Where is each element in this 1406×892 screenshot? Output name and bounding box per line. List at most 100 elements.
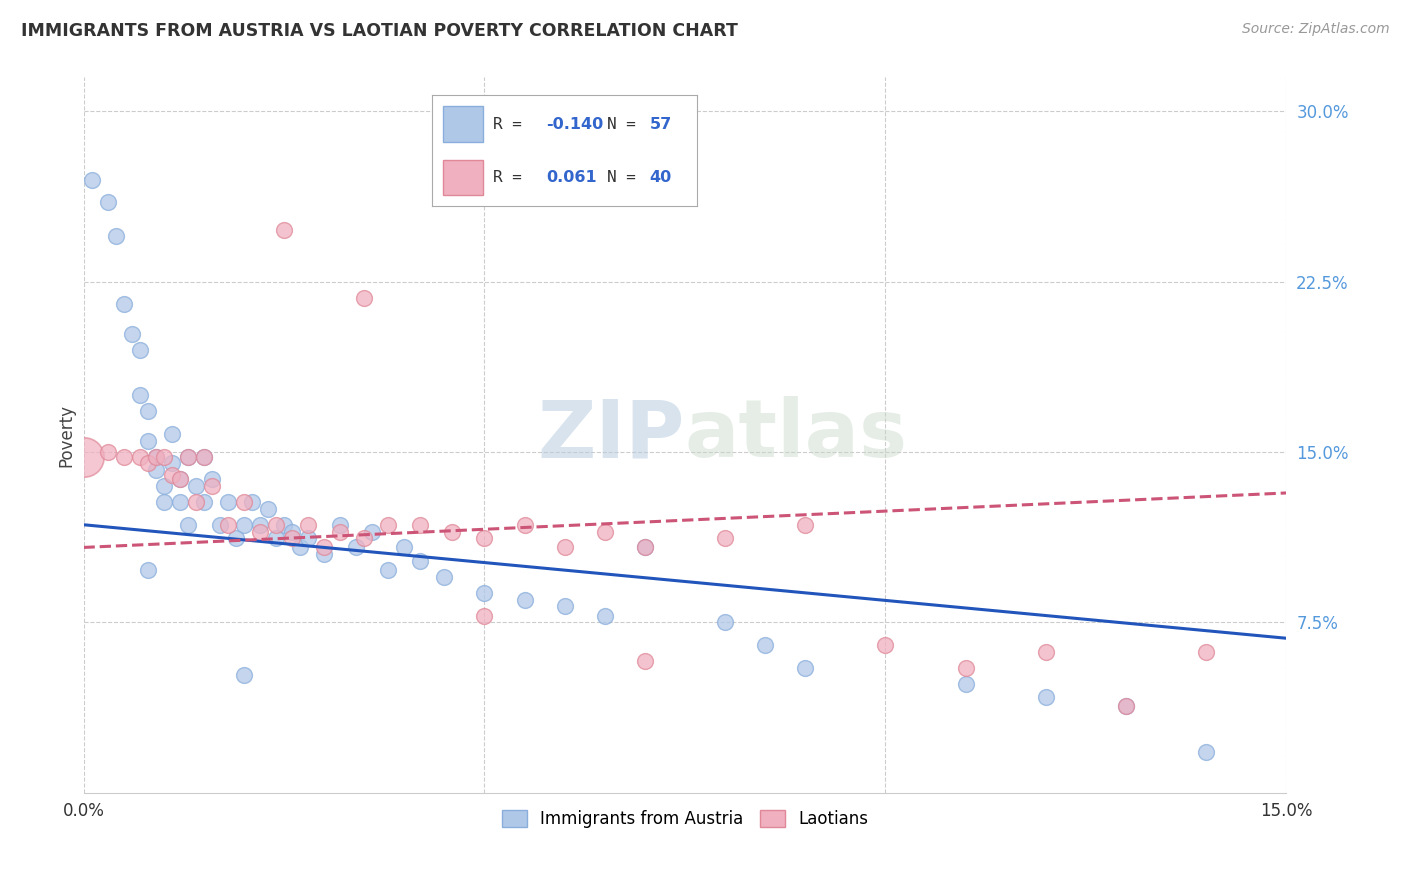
Point	[145, 450, 167, 464]
Point	[112, 297, 135, 311]
Point	[273, 222, 295, 236]
Point	[201, 479, 224, 493]
Point	[1115, 699, 1137, 714]
Point	[104, 229, 127, 244]
Point	[513, 517, 536, 532]
Point	[634, 654, 657, 668]
Point	[377, 563, 399, 577]
Point	[97, 445, 120, 459]
Point	[145, 463, 167, 477]
Point	[232, 495, 254, 509]
Point	[377, 517, 399, 532]
Point	[794, 517, 817, 532]
Point	[121, 326, 143, 341]
Point	[554, 599, 576, 614]
Point	[297, 532, 319, 546]
Point	[474, 586, 496, 600]
Point	[474, 608, 496, 623]
Point	[955, 676, 977, 690]
Point	[152, 450, 174, 464]
Point	[754, 638, 776, 652]
Point	[257, 501, 280, 516]
Point	[593, 524, 616, 539]
Point	[474, 532, 496, 546]
Point	[314, 541, 336, 555]
Point	[409, 517, 432, 532]
Point	[240, 495, 263, 509]
Point	[128, 343, 150, 357]
Point	[145, 450, 167, 464]
Point	[714, 532, 737, 546]
Point	[184, 495, 207, 509]
Point	[554, 541, 576, 555]
Point	[353, 291, 375, 305]
Point	[177, 517, 200, 532]
Text: IMMIGRANTS FROM AUSTRIA VS LAOTIAN POVERTY CORRELATION CHART: IMMIGRANTS FROM AUSTRIA VS LAOTIAN POVER…	[21, 22, 738, 40]
Point	[193, 450, 215, 464]
Point	[1035, 645, 1057, 659]
Point	[409, 554, 432, 568]
Point	[177, 450, 200, 464]
Point	[314, 547, 336, 561]
Point	[160, 467, 183, 482]
Point	[169, 495, 191, 509]
Point	[441, 524, 464, 539]
Point	[208, 517, 231, 532]
Point	[232, 517, 254, 532]
Point	[112, 450, 135, 464]
Point	[193, 495, 215, 509]
Point	[136, 404, 159, 418]
Point	[128, 450, 150, 464]
Point	[264, 517, 287, 532]
Point	[193, 450, 215, 464]
Point	[1195, 645, 1218, 659]
Point	[353, 532, 375, 546]
Point	[160, 457, 183, 471]
Point	[1115, 699, 1137, 714]
Y-axis label: Poverty: Poverty	[58, 403, 75, 467]
Point	[136, 457, 159, 471]
Text: atlas: atlas	[685, 396, 908, 474]
Text: ZIP: ZIP	[537, 396, 685, 474]
Point	[249, 524, 271, 539]
Point	[634, 541, 657, 555]
Point	[513, 592, 536, 607]
Point	[288, 541, 311, 555]
Point	[361, 524, 384, 539]
Point	[177, 450, 200, 464]
Point	[225, 532, 247, 546]
Point	[264, 532, 287, 546]
Point	[344, 541, 367, 555]
Text: Source: ZipAtlas.com: Source: ZipAtlas.com	[1241, 22, 1389, 37]
Point	[955, 661, 977, 675]
Point	[128, 388, 150, 402]
Point	[169, 472, 191, 486]
Point	[152, 495, 174, 509]
Point	[232, 667, 254, 681]
Point	[217, 495, 239, 509]
Point	[634, 541, 657, 555]
Point	[249, 517, 271, 532]
Point	[394, 541, 416, 555]
Point	[1195, 745, 1218, 759]
Point	[160, 426, 183, 441]
Point	[97, 195, 120, 210]
Point	[80, 172, 103, 186]
Point	[152, 479, 174, 493]
Point	[201, 472, 224, 486]
Point	[281, 532, 304, 546]
Point	[875, 638, 897, 652]
Point	[217, 517, 239, 532]
Legend: Immigrants from Austria, Laotians: Immigrants from Austria, Laotians	[495, 803, 875, 834]
Point	[72, 450, 94, 464]
Point	[169, 472, 191, 486]
Point	[329, 524, 352, 539]
Point	[297, 517, 319, 532]
Point	[714, 615, 737, 630]
Point	[794, 661, 817, 675]
Point	[136, 563, 159, 577]
Point	[136, 434, 159, 448]
Point	[433, 570, 456, 584]
Point	[281, 524, 304, 539]
Point	[1035, 690, 1057, 705]
